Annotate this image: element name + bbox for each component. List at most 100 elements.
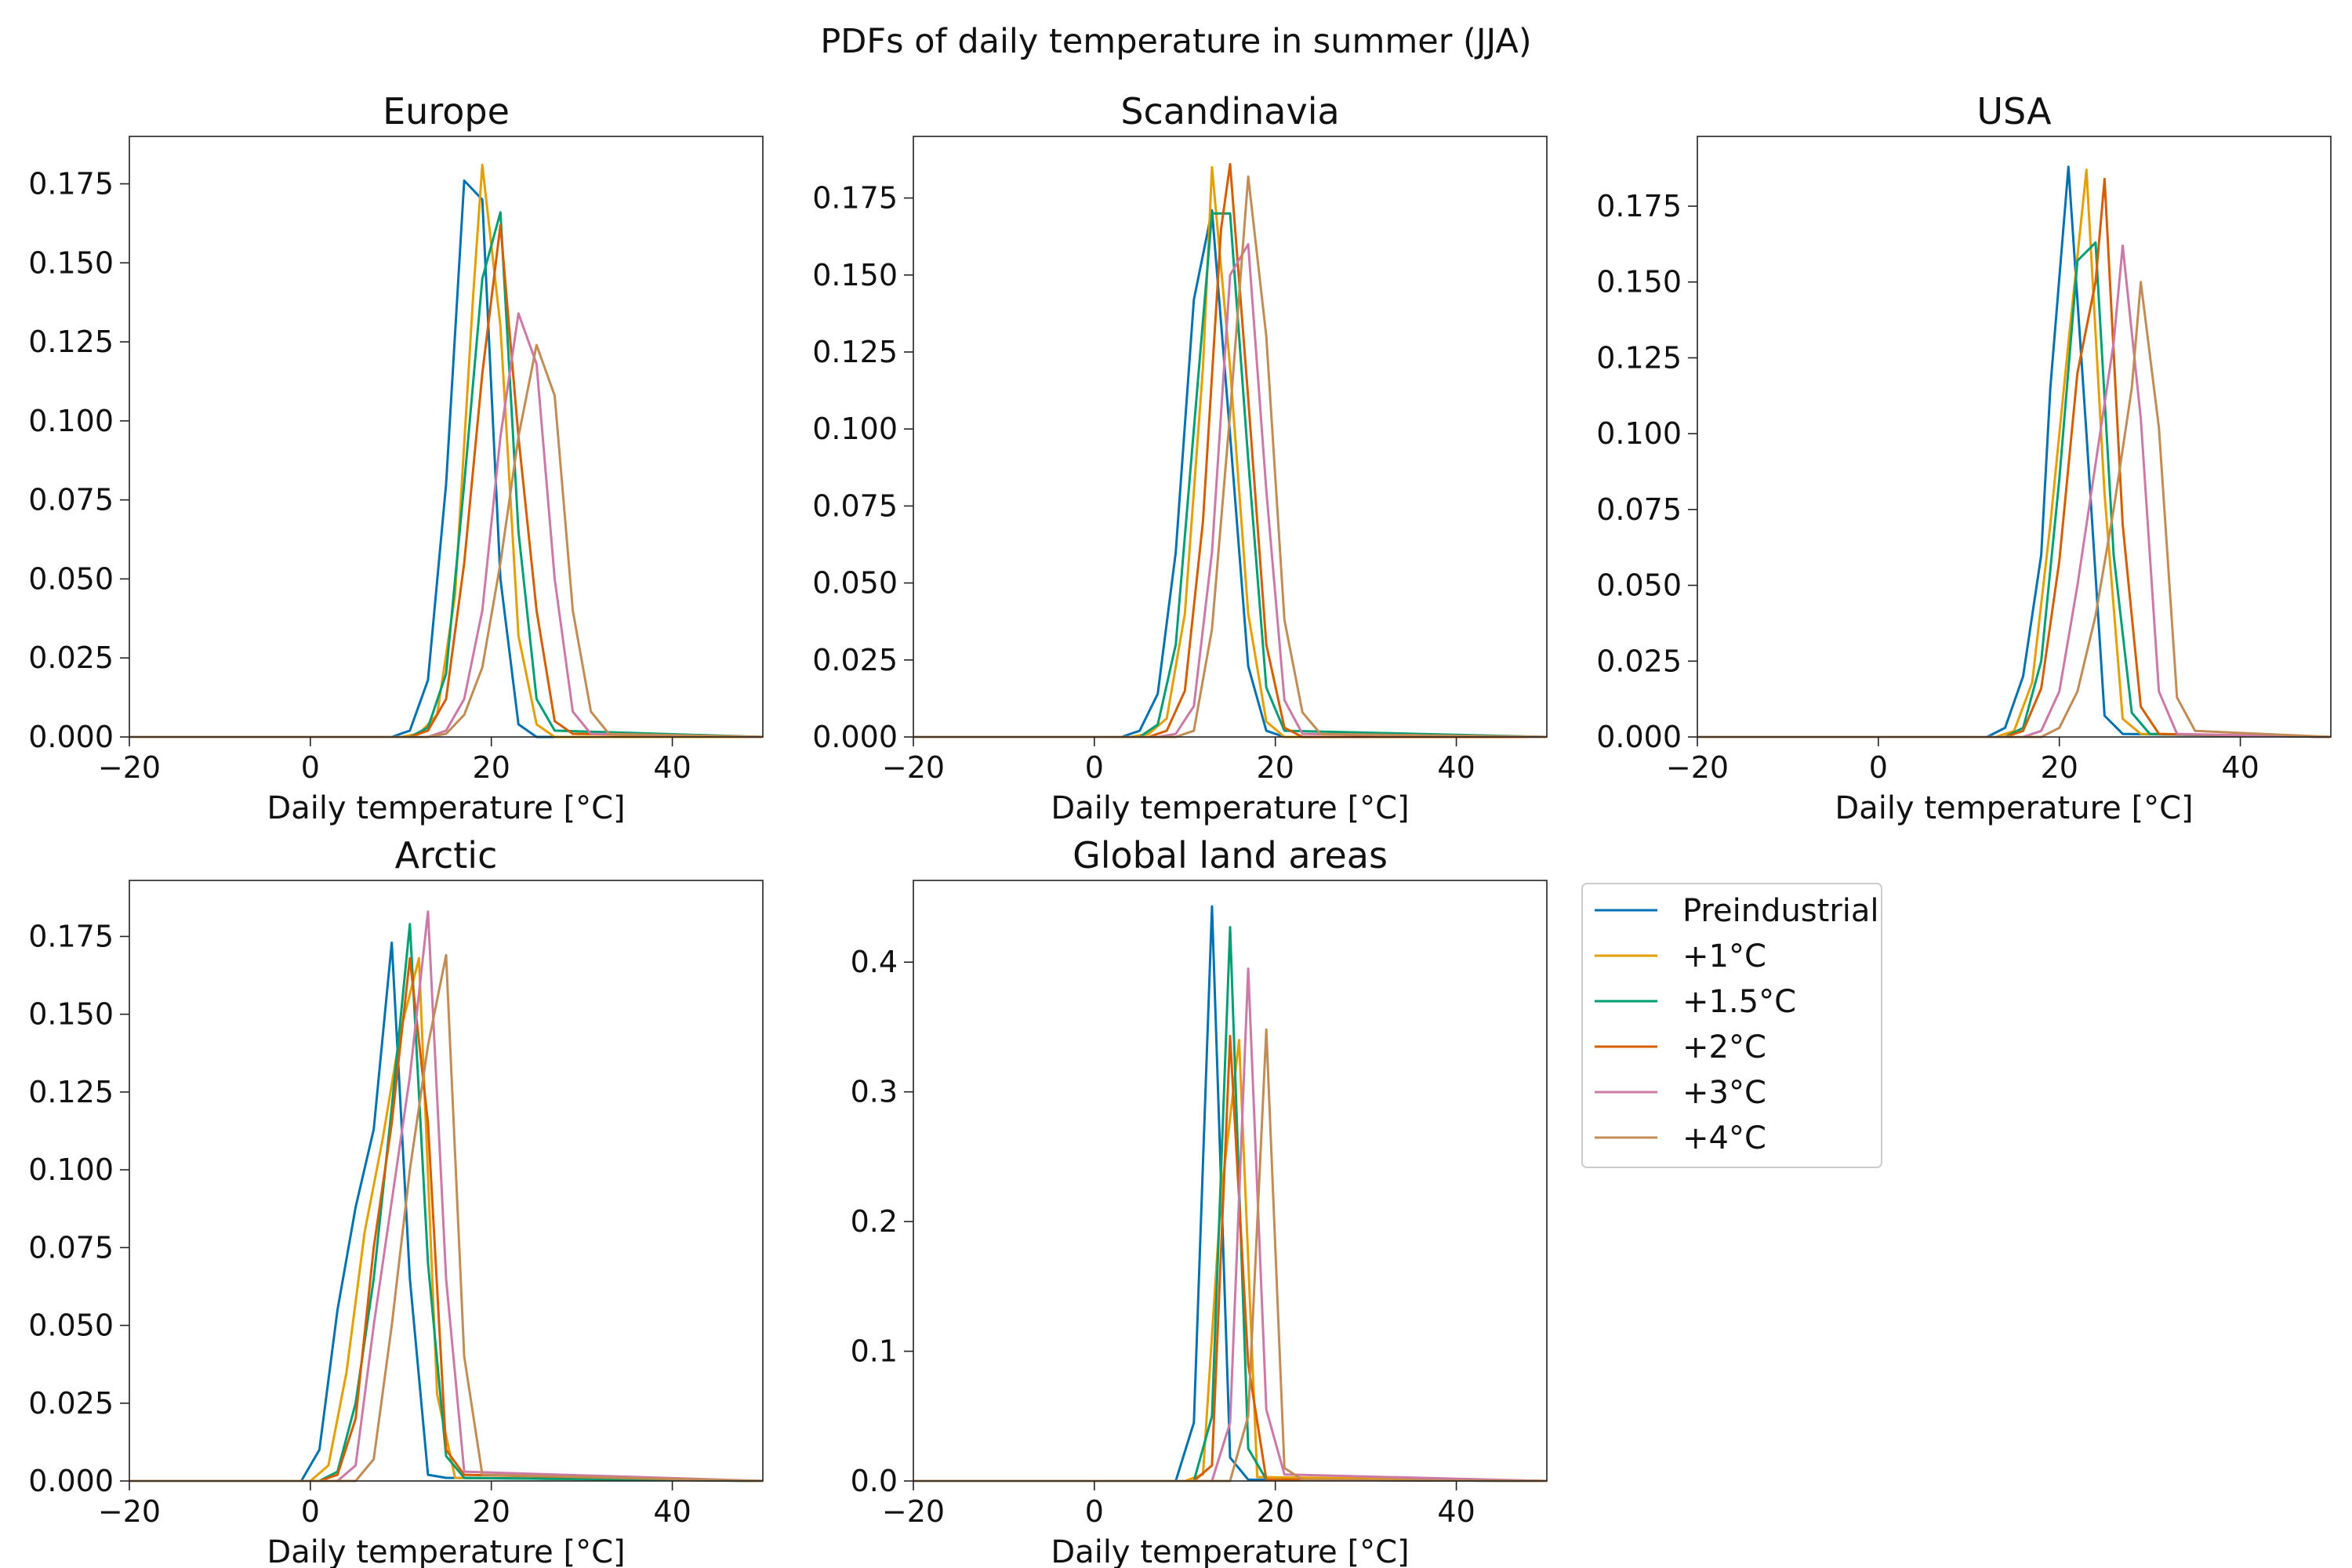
y-tick-label: 0.175 <box>1596 189 1682 223</box>
y-tick-label: 0.0 <box>851 1464 898 1498</box>
y-tick-label: 0.075 <box>28 1230 114 1265</box>
y-tick-label: 0.125 <box>1596 340 1682 375</box>
y-tick-label: 0.175 <box>28 919 114 953</box>
x-tick-label: 40 <box>653 750 691 785</box>
legend-label: +1.5°C <box>1682 984 1796 1020</box>
series-line-1 <box>1697 169 2332 739</box>
x-tick-label: −20 <box>98 1494 161 1529</box>
x-tick-label: 40 <box>2221 750 2259 785</box>
x-tick-label: 0 <box>301 750 320 785</box>
series-line-5 <box>1697 281 2332 739</box>
series-line-3 <box>129 223 764 739</box>
x-axis-label: Daily temperature [°C] <box>1835 790 2193 826</box>
panel-title: USA <box>1976 90 2052 132</box>
x-tick-label: −20 <box>1666 750 1729 785</box>
y-tick-label: 0.175 <box>812 181 898 216</box>
x-tick-label: 20 <box>473 750 510 785</box>
x-tick-label: 40 <box>1437 1494 1475 1529</box>
panel-arctic: Arctic −20 0 20 40 0.000 0.025 0.050 0.075 0.100 0… <box>28 834 764 1568</box>
panel-title: Scandinavia <box>1120 90 1339 132</box>
series-line-1 <box>913 165 1547 739</box>
x-tick-label: 20 <box>473 1494 510 1529</box>
y-tick-label: 0.100 <box>1596 416 1682 451</box>
y-tick-label: 0.175 <box>28 166 114 201</box>
y-tick-label: 0.1 <box>851 1334 898 1369</box>
panel-europe: Europe −20 0 20 40 0.000 0.025 0.050 0.075 0.100 0… <box>28 90 764 826</box>
x-tick-label: 40 <box>1437 750 1475 785</box>
y-tick-label: 0.000 <box>28 1464 114 1498</box>
figure-title: PDFs of daily temperature in summer (JJA… <box>820 22 1532 61</box>
legend-item: Preindustrial <box>1595 893 1879 929</box>
series-line-4 <box>129 312 764 739</box>
y-tick-label: 0.075 <box>812 488 898 523</box>
y-tick-label: 0.2 <box>851 1204 898 1239</box>
series-line-5 <box>129 343 764 739</box>
y-tick-label: 0.100 <box>28 404 114 438</box>
series-line-5 <box>913 175 1548 739</box>
y-tick-label: 0.125 <box>28 325 114 359</box>
panel-scandinavia: Scandinavia −20 0 20 40 0.000 0.025 0.050 0.075 0… <box>812 90 1548 826</box>
y-tick-label: 0.050 <box>28 561 114 596</box>
y-tick-label: 0.075 <box>1596 492 1682 527</box>
panel-title: Europe <box>383 90 510 132</box>
x-axis-label: Daily temperature [°C] <box>1051 790 1409 826</box>
y-tick-label: 0.3 <box>851 1075 898 1109</box>
x-tick-label: 20 <box>2041 750 2078 785</box>
y-tick-label: 0.125 <box>812 335 898 369</box>
y-tick-label: 0.025 <box>1596 644 1682 678</box>
y-tick-label: 0.100 <box>28 1152 114 1187</box>
series-line-2 <box>1697 241 2332 739</box>
series-line-3 <box>1697 177 2332 739</box>
y-tick-label: 0.150 <box>28 997 114 1032</box>
legend-label: +2°C <box>1682 1029 1766 1065</box>
x-tick-label: −20 <box>882 750 945 785</box>
y-tick-label: 0.025 <box>812 643 898 677</box>
x-axis-label: Daily temperature [°C] <box>267 790 625 826</box>
series-line-4 <box>913 243 1548 739</box>
x-tick-label: −20 <box>98 750 161 785</box>
legend-item: +4°C <box>1595 1120 1766 1156</box>
x-tick-label: 0 <box>1869 750 1888 785</box>
x-tick-label: 20 <box>1257 750 1294 785</box>
legend-item: +2°C <box>1595 1029 1766 1065</box>
y-tick-label: 0.050 <box>1596 568 1682 603</box>
x-tick-label: 0 <box>301 1494 320 1529</box>
axes-frame <box>913 880 1548 1482</box>
x-tick-label: 0 <box>1085 1494 1104 1529</box>
y-tick-label: 0.000 <box>1596 720 1682 754</box>
panel-global-land-areas: Global land areas −20 0 20 40 0.0 0.1 0.2 0.3 0.4… <box>851 834 1548 1568</box>
legend-item: +3°C <box>1595 1075 1766 1111</box>
legend-label: +3°C <box>1682 1075 1766 1111</box>
legend: Preindustrial +1°C +1.5°C +2°C +3°C +4°C <box>1581 883 1882 1168</box>
y-tick-label: 0.150 <box>812 258 898 292</box>
y-tick-label: 0.000 <box>812 720 898 754</box>
panel-usa: USA −20 0 20 40 0.000 0.025 0.050 0.075 0.100 0.12… <box>1596 90 2332 826</box>
series-line-0 <box>1697 165 2332 739</box>
y-tick-label: 0.000 <box>28 720 114 754</box>
series-line-2 <box>129 923 764 1483</box>
series-line-2 <box>129 211 764 739</box>
legend-item: +1.5°C <box>1595 984 1796 1020</box>
panel-title: Global land areas <box>1073 834 1388 877</box>
series-line-4 <box>129 910 764 1483</box>
axes-frame <box>129 880 764 1482</box>
x-tick-label: 40 <box>653 1494 691 1529</box>
legend-item: +1°C <box>1595 938 1766 975</box>
y-tick-label: 0.075 <box>28 483 114 517</box>
axes-frame <box>1697 136 2332 738</box>
y-tick-label: 0.050 <box>812 566 898 601</box>
series-line-5 <box>129 953 764 1483</box>
y-tick-label: 0.050 <box>28 1308 114 1343</box>
y-tick-label: 0.150 <box>28 245 114 280</box>
y-tick-label: 0.025 <box>28 1386 114 1421</box>
y-tick-label: 0.125 <box>28 1075 114 1109</box>
y-tick-label: 0.4 <box>851 945 898 979</box>
series-line-3 <box>913 162 1547 739</box>
y-tick-label: 0.150 <box>1596 265 1682 299</box>
series-line-0 <box>129 179 763 739</box>
y-tick-label: 0.025 <box>28 641 114 675</box>
series-line-1 <box>129 163 763 739</box>
legend-label: +1°C <box>1682 938 1766 975</box>
x-axis-label: Daily temperature [°C] <box>267 1534 625 1568</box>
